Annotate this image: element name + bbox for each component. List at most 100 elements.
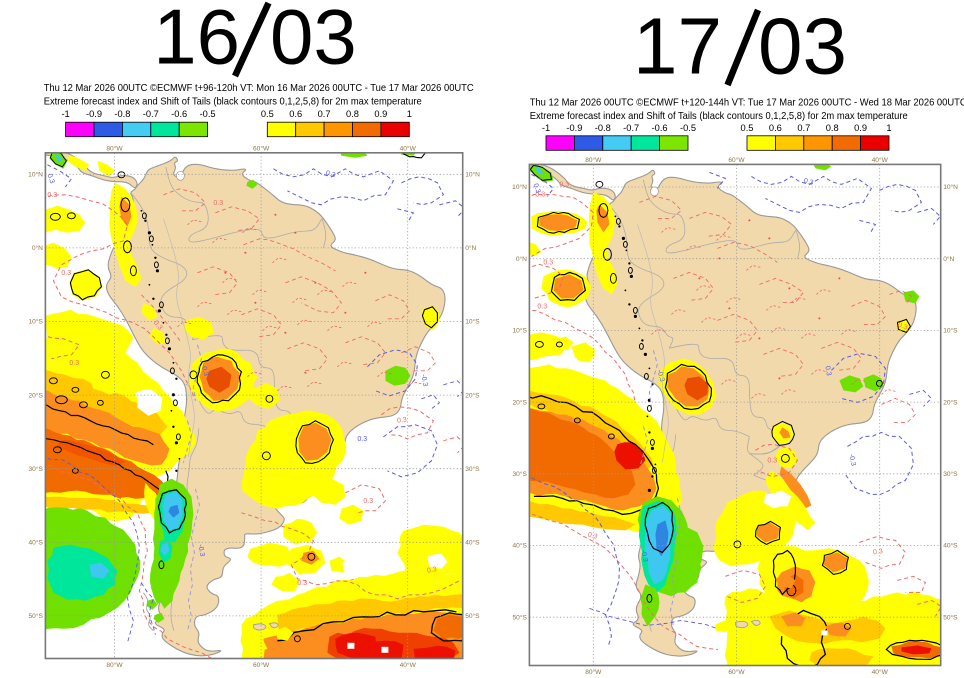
svg-text:-0.7: -0.7	[623, 123, 639, 133]
svg-text:0.3: 0.3	[823, 366, 832, 377]
svg-text:10°N: 10°N	[28, 171, 43, 179]
svg-text:0.9: 0.9	[854, 123, 867, 133]
svg-text:60°W: 60°W	[253, 661, 270, 669]
svg-text:1: 1	[886, 123, 891, 133]
svg-text:-0.3: -0.3	[199, 364, 209, 378]
svg-text:0°N: 0°N	[465, 244, 476, 252]
svg-text:40°S: 40°S	[943, 542, 958, 550]
svg-text:03: 03	[270, 0, 357, 80]
svg-text:10°S: 10°S	[513, 327, 528, 335]
svg-text:60°W: 60°W	[728, 668, 745, 676]
svg-text:-0.9: -0.9	[86, 109, 102, 119]
svg-text:50°S: 50°S	[29, 612, 44, 620]
svg-text:-0.6: -0.6	[652, 123, 668, 133]
svg-text:10°S: 10°S	[943, 327, 958, 335]
svg-text:0.3: 0.3	[152, 320, 164, 332]
svg-text:30°S: 30°S	[465, 465, 480, 473]
svg-text:-1: -1	[61, 109, 69, 119]
svg-text:0.5: 0.5	[261, 109, 274, 119]
svg-text:40°W: 40°W	[872, 668, 889, 676]
svg-text:-0.8: -0.8	[114, 109, 130, 119]
svg-text:30°S: 30°S	[943, 470, 958, 478]
svg-text:-0.8: -0.8	[595, 123, 611, 133]
svg-text:-0.3: -0.3	[419, 374, 428, 387]
svg-text:0.3: 0.3	[46, 173, 56, 185]
svg-text:0.7: 0.7	[797, 123, 810, 133]
svg-text:-0.3: -0.3	[196, 544, 205, 557]
svg-text:10°N: 10°N	[943, 183, 958, 191]
svg-text:-0.5: -0.5	[680, 123, 696, 133]
svg-text:30°S: 30°S	[29, 465, 44, 473]
svg-text:-1: -1	[542, 123, 550, 133]
svg-text:0.3: 0.3	[767, 457, 777, 464]
svg-text:40°W: 40°W	[400, 661, 417, 669]
svg-text:0.3: 0.3	[213, 200, 223, 207]
svg-text:0°N: 0°N	[32, 244, 43, 252]
svg-text:0.3: 0.3	[803, 178, 814, 187]
svg-text:50°S: 50°S	[465, 612, 480, 620]
svg-text:03: 03	[758, 1, 847, 90]
svg-text:0.3: 0.3	[535, 191, 545, 198]
svg-text:0.3: 0.3	[537, 303, 547, 310]
svg-text:0.3: 0.3	[559, 181, 569, 188]
svg-text:-0.3: -0.3	[655, 369, 665, 383]
svg-text:10°N: 10°N	[512, 183, 527, 191]
svg-text:40°S: 40°S	[29, 539, 44, 547]
svg-text:Extreme forecast index and Shi: Extreme forecast index and Shift of Tail…	[44, 96, 422, 107]
svg-text:16: 16	[153, 0, 240, 80]
svg-text:80°W: 80°W	[585, 668, 602, 676]
svg-text:50°S: 50°S	[943, 613, 958, 621]
svg-text:0.3: 0.3	[297, 580, 307, 587]
svg-text:0.5: 0.5	[741, 123, 754, 133]
svg-text:0.3: 0.3	[357, 436, 367, 443]
svg-text:0.3: 0.3	[873, 548, 884, 556]
svg-text:20°S: 20°S	[465, 391, 480, 399]
svg-text:0.3: 0.3	[897, 322, 909, 332]
svg-text:0.8: 0.8	[826, 123, 839, 133]
svg-text:0.3: 0.3	[61, 270, 71, 277]
svg-text:80°W: 80°W	[585, 156, 602, 164]
svg-text:60°W: 60°W	[728, 156, 745, 164]
svg-text:-0.5: -0.5	[200, 109, 216, 119]
svg-text:Thu 12 Mar 2026 00UTC ©ECMWF t: Thu 12 Mar 2026 00UTC ©ECMWF t+96-120h V…	[44, 83, 474, 94]
svg-text:0.3: 0.3	[427, 566, 438, 575]
svg-text:Extreme forecast index and Shi: Extreme forecast index and Shift of Tail…	[530, 111, 908, 122]
svg-text:80°W: 80°W	[106, 661, 123, 669]
svg-text:0.7: 0.7	[318, 109, 331, 119]
svg-text:20°S: 20°S	[513, 398, 528, 406]
svg-text:0.3: 0.3	[397, 416, 408, 424]
svg-text:0.9: 0.9	[374, 109, 387, 119]
svg-text:0.3: 0.3	[325, 170, 336, 179]
svg-text:0.6: 0.6	[769, 123, 782, 133]
svg-text:-0.3: -0.3	[847, 454, 856, 467]
svg-text:0.3: 0.3	[543, 259, 553, 266]
svg-text:0°N: 0°N	[943, 255, 954, 263]
svg-text:-0.3: -0.3	[639, 550, 648, 563]
svg-text:-0.7: -0.7	[143, 109, 159, 119]
svg-text:0.3: 0.3	[587, 532, 598, 541]
svg-text:10°N: 10°N	[465, 171, 480, 179]
svg-text:Thu 12 Mar 2026 00UTC ©ECMWF t: Thu 12 Mar 2026 00UTC ©ECMWF t+120-144h …	[530, 98, 964, 109]
svg-text:-0.9: -0.9	[566, 123, 582, 133]
svg-text:20°S: 20°S	[29, 391, 44, 399]
svg-text:0.3: 0.3	[363, 498, 373, 505]
svg-text:0.8: 0.8	[346, 109, 359, 119]
svg-text:30°S: 30°S	[513, 470, 528, 478]
svg-text:0°N: 0°N	[516, 255, 527, 263]
svg-text:0.6: 0.6	[289, 109, 302, 119]
svg-text:40°S: 40°S	[465, 539, 480, 547]
svg-text:40°S: 40°S	[513, 542, 528, 550]
svg-text:40°W: 40°W	[872, 156, 889, 164]
svg-text:50°S: 50°S	[513, 613, 528, 621]
svg-text:0.3: 0.3	[69, 360, 79, 367]
svg-text:80°W: 80°W	[106, 144, 123, 152]
svg-text:10°S: 10°S	[29, 318, 44, 326]
svg-text:10°S: 10°S	[465, 318, 480, 326]
svg-text:0.3: 0.3	[47, 192, 57, 199]
svg-text:20°S: 20°S	[943, 398, 958, 406]
svg-text:1: 1	[407, 109, 412, 119]
svg-text:0.3: 0.3	[532, 183, 542, 195]
svg-text:60°W: 60°W	[253, 144, 270, 152]
svg-text:40°W: 40°W	[400, 144, 417, 152]
svg-text:17: 17	[633, 1, 722, 90]
